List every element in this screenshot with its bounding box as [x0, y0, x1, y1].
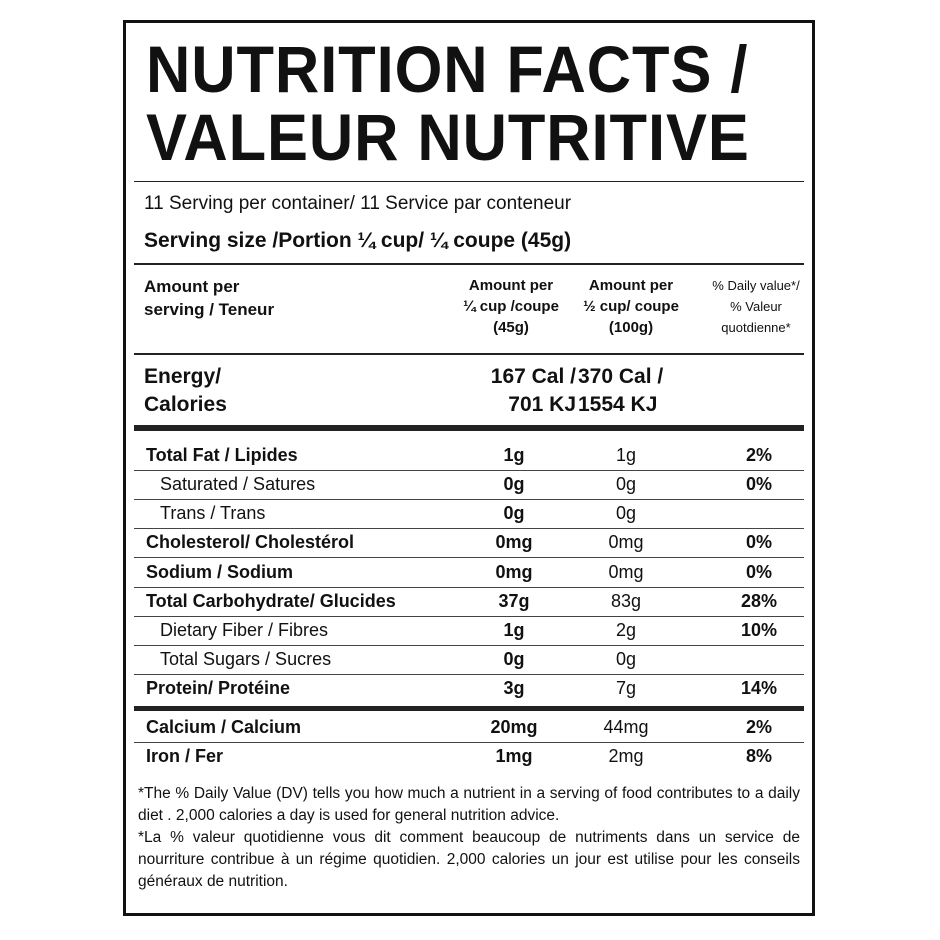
- daily-value-percent: 14%: [740, 678, 778, 698]
- servings-per-container: 11 Serving per container/ 11 Service par…: [144, 193, 572, 214]
- header-text: % Valeur: [730, 299, 782, 314]
- amount-half-cup: 2g: [615, 620, 637, 640]
- amount-half-cup: 7g: [615, 678, 637, 698]
- amount-half-cup: 0mg: [608, 562, 644, 582]
- title-line-2: VALEUR NUTRITIVE: [146, 100, 750, 174]
- nutrient-row: Total Carbohydrate/ Glucides 37g 83g 28%: [134, 587, 804, 617]
- nutrient-name: Sodium / Sodium: [146, 562, 293, 582]
- amount-half-cup: 0g: [615, 649, 637, 669]
- amount-quarter-cup: 0g: [503, 649, 525, 669]
- amount-quarter-cup: 37g: [498, 591, 530, 611]
- energy-value-quarter-cup: 167 Cal / 701 KJ: [446, 363, 576, 419]
- title-line-1: NUTRITION FACTS /: [146, 32, 749, 106]
- header-text: serving / Teneur: [144, 300, 275, 319]
- header-text: quotdienne*: [721, 320, 791, 335]
- nutrient-name: Cholesterol/ Cholestérol: [146, 532, 355, 552]
- amount-quarter-cup: 1g: [503, 620, 525, 640]
- nutrient-name: Total Sugars / Sucres: [160, 649, 332, 669]
- footnote-french: *La % valeur quotidienne vous dit commen…: [138, 829, 800, 890]
- daily-value-percent: 8%: [745, 746, 772, 766]
- amount-half-cup: 2mg: [608, 746, 644, 766]
- amount-quarter-cup: 0mg: [495, 562, 533, 582]
- header-text: ¼ cup /coupe: [463, 298, 559, 315]
- amount-half-cup: 44mg: [603, 717, 649, 737]
- nutrient-row: Cholesterol/ Cholestérol 0mg 0mg 0%: [134, 528, 804, 558]
- energy-value-half-cup: 370 Cal / 1554 KJ: [578, 363, 708, 419]
- column-header-quarter-cup: Amount per ¼ cup /coupe (45g): [446, 275, 576, 338]
- nutrition-facts-label: NUTRITION FACTS / VALEUR NUTRITIVE 11 Se…: [123, 20, 815, 916]
- amount-quarter-cup: 1g: [503, 445, 525, 465]
- daily-value-percent: 10%: [740, 620, 778, 640]
- divider: [134, 263, 804, 265]
- label-title: NUTRITION FACTS / VALEUR NUTRITIVE: [146, 35, 750, 171]
- footnote-english: *The % Daily Value (DV) tells you how mu…: [138, 785, 800, 824]
- amount-quarter-cup: 0mg: [495, 532, 533, 552]
- energy-text: 701 KJ: [508, 393, 576, 416]
- nutrient-name: Saturated / Satures: [160, 474, 316, 494]
- nutrient-row: Total Fat / Lipides 1g 1g 2%: [134, 441, 804, 471]
- energy-text: 370 Cal /: [578, 365, 664, 388]
- energy-text: Calories: [144, 393, 227, 416]
- nutrient-row: Protein/ Protéine 3g 7g 14%: [134, 674, 804, 703]
- thick-divider: [134, 425, 804, 431]
- header-text: ½ cup/ coupe: [583, 298, 679, 315]
- header-text: Amount per: [468, 277, 554, 294]
- header-text: Amount per: [588, 277, 674, 294]
- nutrient-name: Dietary Fiber / Fibres: [160, 620, 329, 640]
- energy-label: Energy/ Calories: [144, 363, 227, 419]
- nutrient-row: Calcium / Calcium 20mg 44mg 2%: [134, 713, 804, 743]
- divider: [134, 353, 804, 355]
- nutrient-name: Iron / Fer: [146, 746, 224, 766]
- header-text: (45g): [493, 319, 529, 336]
- footnotes: *The % Daily Value (DV) tells you how mu…: [138, 783, 800, 893]
- amount-half-cup: 0g: [615, 503, 637, 523]
- daily-value-percent: 28%: [740, 591, 778, 611]
- daily-value-percent: 2%: [745, 445, 772, 465]
- nutrient-row: Dietary Fiber / Fibres 1g 2g 10%: [134, 616, 804, 646]
- nutrient-row: Sodium / Sodium 0mg 0mg 0%: [134, 558, 804, 588]
- energy-text: Energy/: [144, 365, 222, 388]
- serving-size: Serving size /Portion ¼ cup/ ¼ coupe (45…: [144, 229, 572, 252]
- energy-text: 167 Cal /: [490, 365, 576, 388]
- column-header-daily-value: % Daily value*/ % Valeur quotdienne*: [696, 275, 816, 338]
- daily-value-percent: 0%: [745, 474, 772, 494]
- header-text: Amount per: [144, 277, 240, 296]
- nutrient-row: Iron / Fer 1mg 2mg 8%: [134, 742, 804, 771]
- amount-quarter-cup: 20mg: [490, 717, 538, 737]
- amount-per-serving-header: Amount per serving / Teneur: [144, 275, 274, 321]
- nutrient-name: Protein/ Protéine: [146, 678, 291, 698]
- divider: [134, 181, 804, 182]
- daily-value-percent: 0%: [745, 562, 772, 582]
- amount-half-cup: 1g: [615, 445, 637, 465]
- amount-half-cup: 0g: [615, 474, 637, 494]
- amount-quarter-cup: 1mg: [495, 746, 533, 766]
- amount-half-cup: 0mg: [608, 532, 644, 552]
- nutrient-row: Total Sugars / Sucres 0g 0g: [134, 645, 804, 675]
- daily-value-percent: 0%: [745, 532, 772, 552]
- amount-quarter-cup: 3g: [503, 678, 525, 698]
- header-text: (100g): [608, 319, 654, 336]
- nutrient-name: Total Fat / Lipides: [146, 445, 298, 465]
- energy-text: 1554 KJ: [578, 393, 658, 416]
- nutrient-name: Total Carbohydrate/ Glucides: [146, 591, 396, 611]
- nutrient-row: Trans / Trans 0g 0g: [134, 499, 804, 529]
- nutrient-name: Calcium / Calcium: [146, 717, 302, 737]
- thick-divider: [134, 706, 804, 711]
- nutrient-name: Trans / Trans: [160, 503, 266, 523]
- header-text: % Daily value*/: [712, 278, 800, 293]
- amount-quarter-cup: 0g: [503, 474, 525, 494]
- daily-value-percent: 2%: [745, 717, 772, 737]
- column-header-half-cup: Amount per ½ cup/ coupe (100g): [566, 275, 696, 338]
- nutrient-row: Saturated / Satures 0g 0g 0%: [134, 470, 804, 500]
- amount-quarter-cup: 0g: [503, 503, 525, 523]
- amount-half-cup: 83g: [610, 591, 642, 611]
